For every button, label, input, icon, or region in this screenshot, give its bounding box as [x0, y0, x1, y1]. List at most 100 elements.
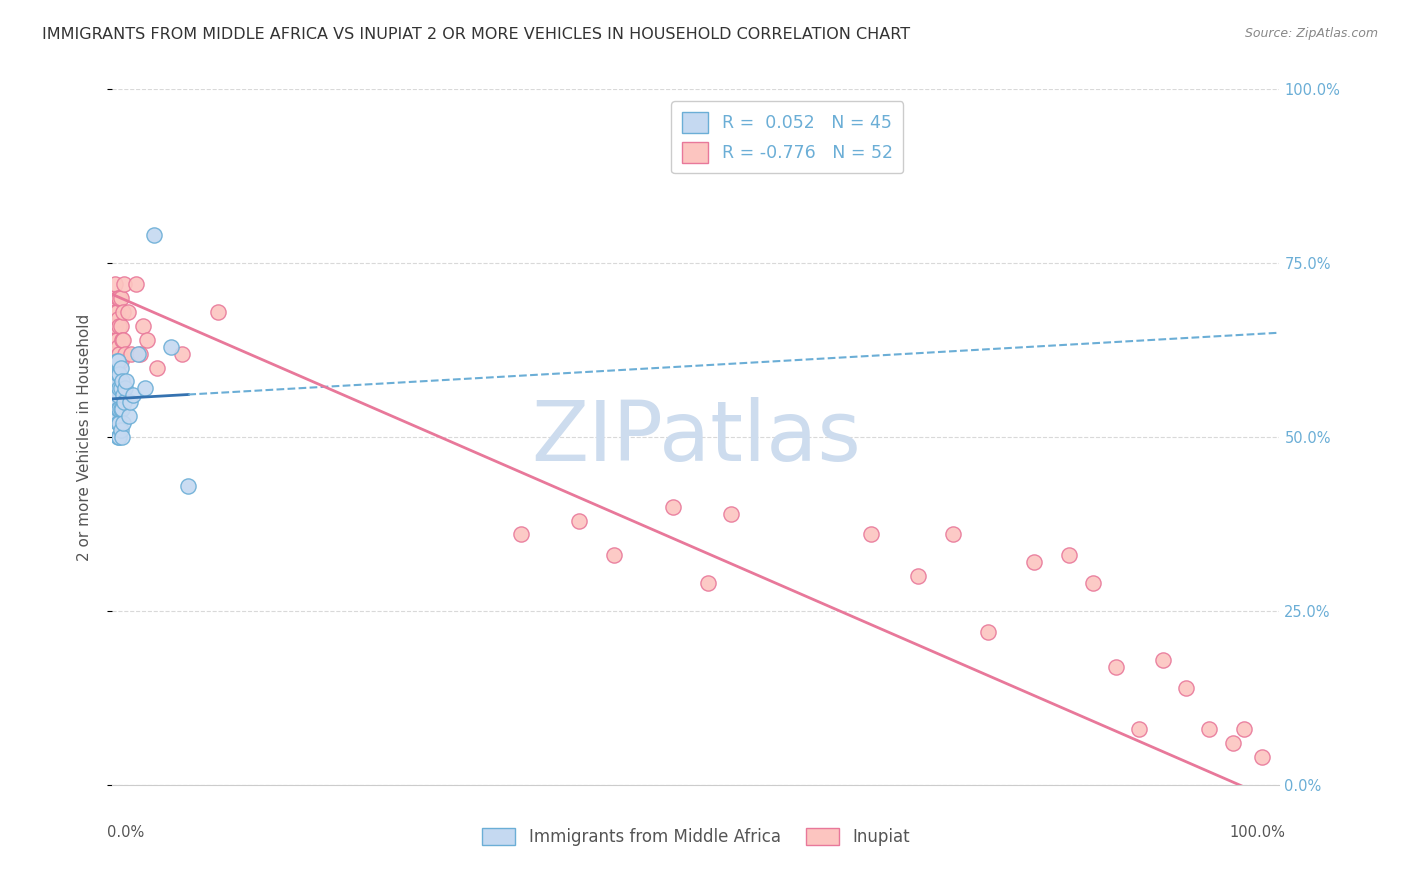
Point — [976, 624, 998, 639]
Point — [103, 395, 125, 409]
Point — [108, 416, 131, 430]
Point — [104, 360, 127, 375]
Point — [108, 368, 131, 382]
Point — [1024, 555, 1046, 569]
Point — [111, 430, 134, 444]
Point — [110, 353, 132, 368]
Point — [107, 340, 129, 354]
Point — [107, 311, 129, 326]
Point — [103, 381, 125, 395]
Point — [207, 305, 229, 319]
Point — [104, 381, 127, 395]
Point — [1128, 723, 1150, 737]
Point — [108, 381, 131, 395]
Point — [127, 346, 149, 360]
Point — [1081, 576, 1104, 591]
Point — [118, 409, 141, 424]
Point — [107, 375, 129, 389]
Point — [103, 291, 125, 305]
Point — [107, 368, 129, 382]
Point — [111, 388, 134, 402]
Point — [104, 318, 127, 333]
Text: ZIPatlas: ZIPatlas — [531, 397, 860, 477]
Point — [107, 430, 129, 444]
Point — [111, 333, 134, 347]
Point — [111, 416, 134, 430]
Point — [177, 479, 200, 493]
Point — [907, 569, 929, 583]
Point — [1233, 723, 1256, 737]
Point — [104, 360, 127, 375]
Point — [720, 507, 742, 521]
Point — [110, 381, 132, 395]
Point — [129, 346, 152, 360]
Point — [107, 416, 129, 430]
Point — [1059, 549, 1081, 563]
Point — [160, 340, 183, 354]
Point — [117, 305, 139, 319]
Legend: Immigrants from Middle Africa, Inupiat: Immigrants from Middle Africa, Inupiat — [475, 822, 917, 853]
Point — [122, 388, 145, 402]
Point — [108, 402, 131, 417]
Point — [120, 346, 142, 360]
Text: 100.0%: 100.0% — [1229, 825, 1285, 840]
Point — [104, 375, 127, 389]
Point — [105, 333, 128, 347]
Point — [1105, 659, 1128, 673]
Point — [111, 375, 134, 389]
Point — [115, 375, 138, 389]
Point — [104, 277, 127, 291]
Point — [105, 368, 128, 382]
Point — [110, 402, 132, 417]
Point — [110, 423, 132, 437]
Point — [114, 381, 136, 395]
Point — [107, 388, 129, 402]
Point — [568, 514, 591, 528]
Text: IMMIGRANTS FROM MIDDLE AFRICA VS INUPIAT 2 OR MORE VEHICLES IN HOUSEHOLD CORRELA: IMMIGRANTS FROM MIDDLE AFRICA VS INUPIAT… — [42, 27, 910, 42]
Point — [111, 402, 134, 417]
Point — [105, 409, 128, 424]
Point — [112, 277, 135, 291]
Point — [108, 346, 131, 360]
Y-axis label: 2 or more Vehicles in Household: 2 or more Vehicles in Household — [77, 313, 91, 561]
Point — [509, 527, 531, 541]
Point — [104, 395, 127, 409]
Point — [661, 500, 683, 514]
Point — [107, 353, 129, 368]
Point — [1222, 736, 1244, 750]
Point — [860, 527, 883, 541]
Point — [1152, 653, 1174, 667]
Point — [125, 277, 148, 291]
Point — [942, 527, 965, 541]
Point — [696, 576, 718, 591]
Point — [1175, 681, 1198, 695]
Point — [103, 333, 125, 347]
Point — [112, 395, 135, 409]
Point — [118, 395, 141, 409]
Point — [132, 318, 155, 333]
Point — [172, 346, 194, 360]
Point — [105, 305, 128, 319]
Point — [110, 318, 132, 333]
Text: 0.0%: 0.0% — [107, 825, 143, 840]
Point — [111, 333, 134, 347]
Point — [603, 549, 626, 563]
Point — [104, 333, 127, 347]
Point — [107, 291, 129, 305]
Point — [107, 402, 129, 417]
Point — [108, 291, 131, 305]
Point — [143, 228, 166, 243]
Point — [146, 360, 169, 375]
Point — [108, 430, 131, 444]
Point — [104, 305, 127, 319]
Point — [1198, 723, 1220, 737]
Point — [1251, 750, 1274, 764]
Point — [104, 409, 127, 424]
Point — [105, 395, 128, 409]
Point — [134, 381, 156, 395]
Point — [105, 353, 128, 368]
Point — [110, 291, 132, 305]
Point — [108, 318, 131, 333]
Point — [105, 381, 128, 395]
Point — [136, 333, 159, 347]
